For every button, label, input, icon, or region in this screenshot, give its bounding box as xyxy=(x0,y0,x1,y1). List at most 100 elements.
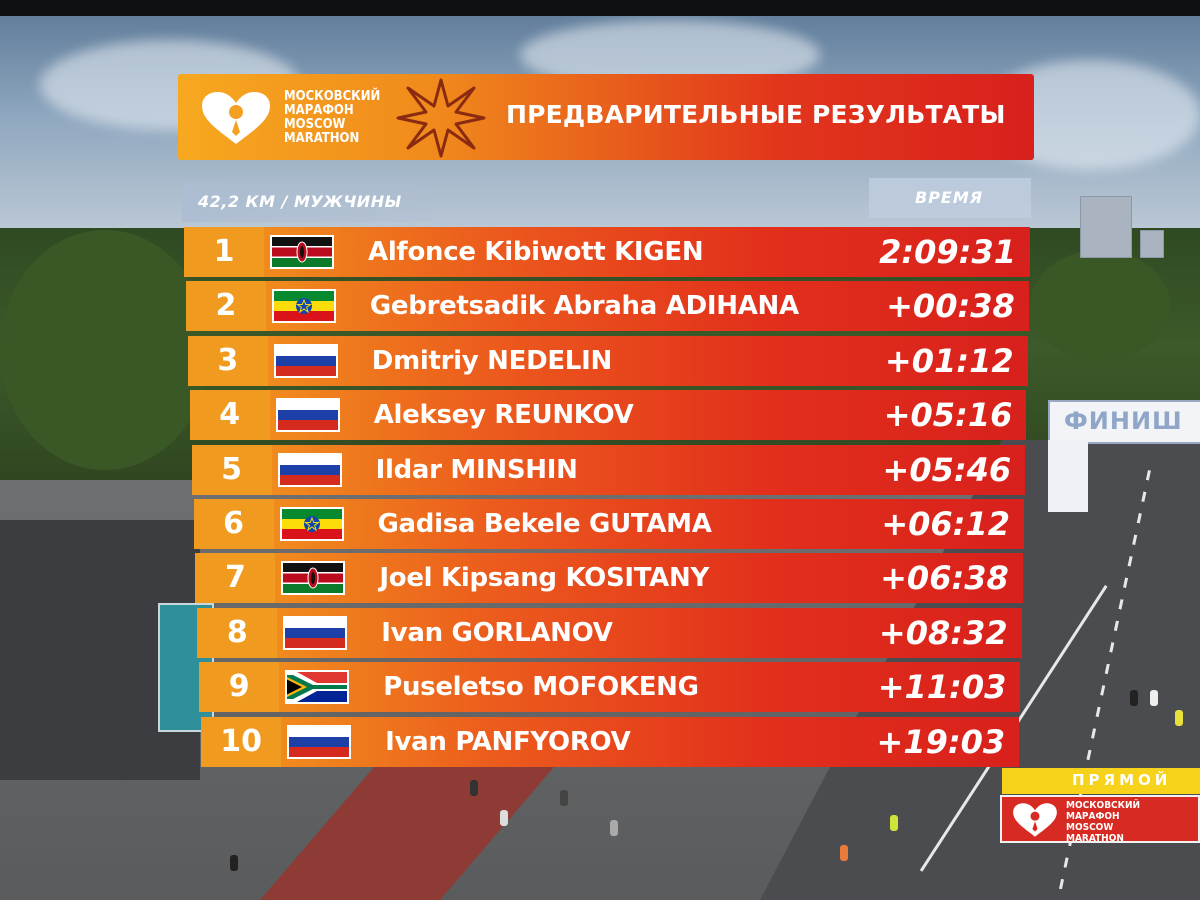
result-row: 9 Puseletso MOFOKENG +11:03 xyxy=(199,662,1021,712)
logo-line: МОСКОВСКИЙ xyxy=(284,89,381,104)
runner-name: Ivan PANFYOROV xyxy=(385,727,631,757)
ethiopia-flag-icon xyxy=(279,507,344,541)
result-row: 6 Gadisa Bekele GUTAMA +06:12 xyxy=(193,499,1024,549)
tower-building xyxy=(1080,196,1132,258)
result-bar xyxy=(281,717,1020,767)
russia-flag-icon xyxy=(273,344,338,378)
live-label: ПРЯМОЙ xyxy=(1072,771,1172,789)
position-box xyxy=(195,553,276,603)
result-row: 1 Alfonce Kibiwott KIGEN 2:09:31 xyxy=(184,227,1030,277)
result-bar xyxy=(264,227,1030,277)
kenya-flag-icon xyxy=(270,235,334,269)
spectator xyxy=(610,820,618,836)
spectator xyxy=(230,855,238,871)
tree xyxy=(1030,250,1170,360)
result-row: 5 Ildar MINSHIN +05:46 xyxy=(191,445,1026,495)
marathon-heart-logo-icon xyxy=(202,92,270,144)
runner-name: Puseletso MOFOKENG xyxy=(383,672,699,702)
finish-time: +06:12 xyxy=(881,505,1010,543)
spectator xyxy=(890,815,898,831)
marathon-heart-logo-icon xyxy=(1013,803,1057,837)
position-number: 5 xyxy=(221,452,243,487)
runner-name: Gadisa Bekele GUTAMA xyxy=(377,509,712,539)
result-bar xyxy=(269,390,1027,440)
finish-time: +19:03 xyxy=(876,723,1006,761)
category-label: 42,2 КМ / МУЖЧИНЫ xyxy=(198,192,402,211)
russia-flag-icon xyxy=(283,616,348,650)
position-number: 9 xyxy=(228,669,250,704)
finish-time: +00:38 xyxy=(886,287,1015,325)
runner-name: Aleksey REUNKOV xyxy=(373,400,634,430)
position-box xyxy=(197,608,278,658)
position-number: 1 xyxy=(213,234,235,269)
logo-line: MARATHON xyxy=(284,131,360,146)
finish-time: +05:46 xyxy=(882,451,1012,489)
position-box xyxy=(185,281,266,331)
south-africa-flag-icon xyxy=(285,670,350,704)
spectator xyxy=(1150,690,1158,706)
result-bar xyxy=(279,662,1021,712)
finish-time: +08:32 xyxy=(878,614,1008,652)
ethiopia-flag-icon xyxy=(271,289,336,323)
position-number: 4 xyxy=(219,397,241,432)
position-box xyxy=(184,227,264,277)
result-row: 7 Joel Kipsang KOSITANY +06:38 xyxy=(195,553,1023,603)
result-bar xyxy=(277,608,1022,658)
spectator xyxy=(470,780,478,796)
position-number: 8 xyxy=(226,615,248,650)
runner-name: Alfonce Kibiwott KIGEN xyxy=(368,237,704,267)
spectator xyxy=(500,810,508,826)
position-box xyxy=(191,445,272,495)
logo-line: МАРАФОН xyxy=(1066,811,1120,822)
position-box xyxy=(201,717,282,767)
position-box xyxy=(189,390,270,440)
result-bar xyxy=(275,553,1023,603)
logo-line: MOSCOW xyxy=(1066,822,1114,833)
finish-time: 2:09:31 xyxy=(879,233,1016,271)
results-header-banner: МОСКОВСКИЙ МАРАФОН MOSCOW MARATHON ПРЕДВ… xyxy=(178,74,1034,160)
position-number: 10 xyxy=(220,724,262,759)
logo-line: MARATHON xyxy=(1066,833,1124,844)
russia-flag-icon xyxy=(277,453,342,487)
position-number: 7 xyxy=(224,560,246,595)
russia-flag-icon xyxy=(287,725,352,759)
finish-banner: ФИНИШ xyxy=(1048,400,1200,444)
time-header: ВРЕМЯ xyxy=(915,188,984,207)
position-box xyxy=(193,499,274,549)
runner-name: Joel Kipsang KOSITANY xyxy=(379,563,709,593)
position-box xyxy=(187,336,268,386)
position-number: 2 xyxy=(215,288,237,323)
russia-flag-icon xyxy=(275,398,340,432)
result-row: 10 Ivan PANFYOROV +19:03 xyxy=(201,717,1020,767)
position-number: 6 xyxy=(223,506,244,541)
result-bar xyxy=(273,499,1024,549)
result-row: 2 Gebretsadik Abraha ADIHANA +00:38 xyxy=(185,281,1029,331)
runner-name: Gebretsadik Abraha ADIHANA xyxy=(369,291,799,321)
spectator xyxy=(560,790,568,806)
spectator xyxy=(840,845,848,861)
position-number: 3 xyxy=(217,343,239,378)
live-logo-text: МОСКОВСКИЙ МАРАФОН MOSCOW MARATHON xyxy=(1066,800,1140,844)
runner-name: Dmitriy NEDELIN xyxy=(371,346,612,376)
result-bar xyxy=(265,281,1029,331)
kenya-flag-icon xyxy=(281,561,346,595)
result-row: 4 Aleksey REUNKOV +05:16 xyxy=(189,390,1027,440)
tower-building xyxy=(1140,230,1164,258)
marathon-logo-text: МОСКОВСКИЙ МАРАФОН MOSCOW MARATHON xyxy=(284,90,380,146)
spectator xyxy=(1175,710,1183,726)
tv-bezel xyxy=(0,0,1200,16)
category-label-box: 42,2 КМ / МУЖЧИНЫ xyxy=(182,182,432,222)
result-bar xyxy=(267,336,1028,386)
finish-time: +11:03 xyxy=(877,668,1007,706)
finish-time: +06:38 xyxy=(880,559,1009,597)
logo-line: МАРАФОН xyxy=(284,103,354,118)
live-badge: ПРЯМОЙ xyxy=(1002,768,1200,794)
time-header-box: ВРЕМЯ xyxy=(869,178,1031,218)
finish-time: +01:12 xyxy=(884,342,1014,380)
position-box xyxy=(199,662,280,712)
kremlin-star-icon xyxy=(396,78,486,158)
finish-text: ФИНИШ xyxy=(1064,407,1183,435)
logo-line: МОСКОВСКИЙ xyxy=(1066,800,1141,811)
result-row: 8 Ivan GORLANOV +08:32 xyxy=(197,608,1022,658)
finish-time: +05:16 xyxy=(883,396,1013,434)
